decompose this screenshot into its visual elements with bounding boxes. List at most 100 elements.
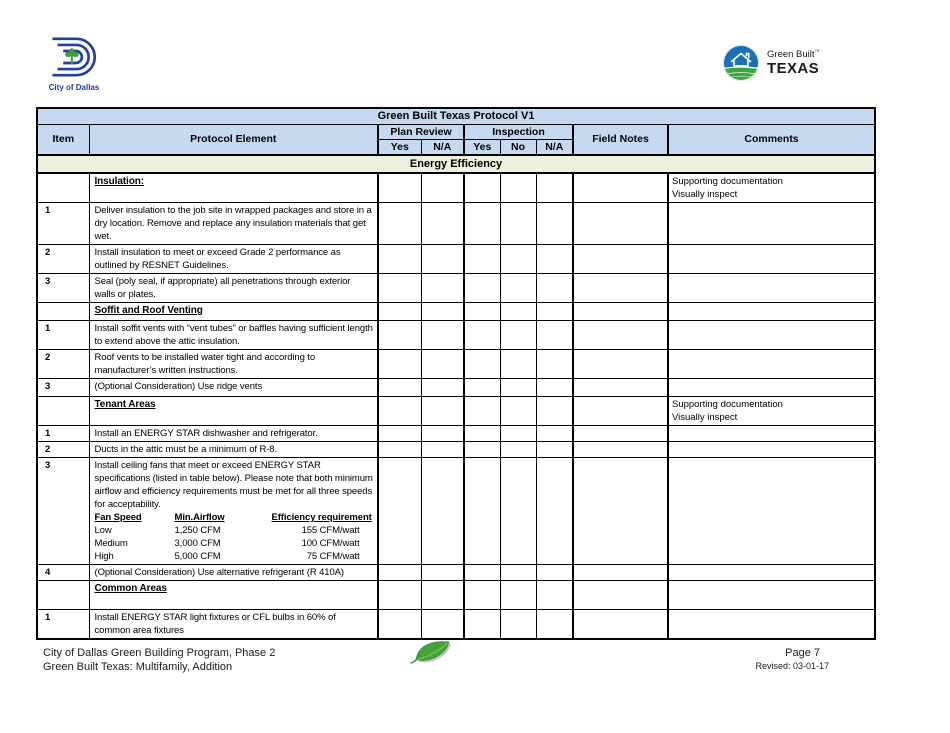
green-built-texas-globe-icon: [723, 45, 759, 81]
inspection-yes-cell: [463, 425, 501, 442]
table-row: 2 Install insulation to meet or exceed G…: [36, 244, 876, 274]
inspection-yes-cell: [463, 172, 501, 203]
inspection-yes-cell: [463, 302, 501, 321]
item-number-cell: 2: [36, 349, 90, 379]
footer-right-block: Page 7 Revised: 03-01-17: [755, 647, 829, 671]
city-of-dallas-logo: City of Dallas: [44, 36, 104, 92]
plan-review-na-cell: [420, 349, 465, 379]
item-number-cell: [36, 396, 90, 426]
comments-cell: [666, 302, 876, 321]
table-row: 1 Install ENERGY STAR light fixtures or …: [36, 609, 876, 640]
field-notes-cell: [572, 457, 669, 565]
inspection-no-cell: [499, 302, 537, 321]
item-number-cell: 4: [36, 564, 90, 581]
inspection-na-cell: [535, 396, 574, 426]
comments-cell: [666, 273, 876, 303]
col-header-plan-na: N/A: [420, 139, 465, 156]
inspection-no-cell: [499, 441, 537, 458]
table-row: 1 Deliver insulation to the job site in …: [36, 202, 876, 245]
section-title: Common Areas: [94, 583, 167, 594]
field-notes-cell: [572, 425, 669, 442]
page-number: Page 7: [785, 647, 820, 659]
inspection-na-cell: [535, 378, 574, 397]
inspection-na-cell: [535, 349, 574, 379]
col-header-plan-yes: Yes: [377, 139, 422, 156]
plan-review-na-cell: [420, 564, 465, 581]
inspection-na-cell: [535, 457, 574, 565]
protocol-table: Green Built Texas Protocol V1 Item Proto…: [36, 107, 877, 640]
comments-cell: [666, 349, 876, 379]
protocol-element-cell: Seal (poly seal, if appropriate) all pen…: [88, 273, 379, 303]
table-row: 1 Install soffit vents with “vent tubes”…: [36, 320, 876, 350]
inspection-no-cell: [499, 457, 537, 565]
item-number-cell: 2: [36, 441, 90, 458]
inspection-na-cell: [535, 302, 574, 321]
fan-spec-table: Fan Speed Min.Airflow Efficiency require…: [95, 511, 374, 563]
table-title-row: Green Built Texas Protocol V1: [36, 107, 876, 125]
section-band-label: Energy Efficiency: [36, 154, 876, 174]
green-built-texas-wordmark: Green Built™ TEXAS: [767, 48, 820, 78]
plan-review-yes-cell: [377, 564, 422, 581]
col-header-insp-na: N/A: [535, 139, 574, 156]
inspection-yes-cell: [463, 457, 501, 565]
protocol-element-cell: (Optional Consideration) Use ridge vents: [88, 378, 379, 397]
plan-review-na-cell: [420, 425, 465, 442]
item-number-cell: 3: [36, 378, 90, 397]
fan-spec-row: Low 1,250 CFM 155 CFM/watt: [94, 525, 360, 536]
trademark-symbol: ™: [814, 48, 820, 55]
comments-cell: [666, 609, 876, 640]
table-header-row-1: Item Protocol Element Plan Review Inspec…: [36, 124, 876, 156]
comments-cell: [666, 425, 876, 442]
plan-review-na-cell: [420, 378, 465, 397]
plan-review-na-cell: [420, 396, 465, 426]
comments-cell: [666, 320, 876, 350]
comments-cell: [666, 378, 876, 397]
field-notes-cell: [572, 172, 669, 203]
inspection-na-cell: [535, 244, 574, 274]
col-header-item: Item: [36, 124, 90, 156]
inspection-no-cell: [499, 273, 537, 303]
plan-review-yes-cell: [377, 580, 422, 610]
inspection-yes-cell: [463, 273, 501, 303]
plan-review-yes-cell: [377, 441, 422, 458]
plan-review-yes-cell: [377, 425, 422, 442]
plan-review-yes-cell: [377, 609, 422, 640]
item-number-cell: [36, 580, 90, 610]
table-row-section-soffit: Soffit and Roof Venting: [36, 302, 876, 321]
col-header-insp-yes: Yes: [463, 139, 501, 156]
plan-review-na-cell: [420, 609, 465, 640]
table-row-section-insulation: Insulation: Supporting documentation Vis…: [36, 172, 876, 203]
table-title: Green Built Texas Protocol V1: [36, 107, 876, 125]
city-of-dallas-d-icon: [52, 37, 97, 77]
inspection-na-cell: [535, 320, 574, 350]
inspection-yes-cell: [463, 396, 501, 426]
protocol-element-cell: (Optional Consideration) Use alternative…: [88, 564, 379, 581]
field-notes-cell: [572, 441, 669, 458]
inspection-yes-cell: [463, 202, 501, 245]
pecan-tree-icon: [65, 48, 79, 64]
fan-spec-row: High 5,000 CFM 75 CFM/watt: [94, 551, 360, 562]
protocol-element-cell: Install an ENERGY STAR dishwasher and re…: [88, 425, 379, 442]
gbt-line2-label: TEXAS: [767, 60, 820, 78]
inspection-no-cell: [499, 244, 537, 274]
inspection-no-cell: [499, 396, 537, 426]
field-notes-cell: [572, 320, 669, 350]
field-notes-cell: [572, 349, 669, 379]
protocol-element-cell: Ducts in the attic must be a minimum of …: [88, 441, 379, 458]
footer-left-block: City of Dallas Green Building Program, P…: [43, 646, 275, 674]
plan-review-na-cell: [420, 580, 465, 610]
comment-line: Visually inspect: [672, 412, 738, 423]
col-header-protocol-element: Protocol Element: [88, 124, 379, 156]
protocol-element-cell: Install insulation to meet or exceed Gra…: [88, 244, 379, 274]
inspection-yes-cell: [463, 349, 501, 379]
inspection-na-cell: [535, 172, 574, 203]
plan-review-yes-cell: [377, 202, 422, 245]
plan-review-na-cell: [420, 441, 465, 458]
field-notes-cell: [572, 564, 669, 581]
inspection-no-cell: [499, 609, 537, 640]
inspection-na-cell: [535, 425, 574, 442]
inspection-no-cell: [499, 425, 537, 442]
protocol-element-cell: Install ceiling fans that meet or exceed…: [88, 457, 379, 565]
comments-cell: Supporting documentation Visually inspec…: [666, 172, 876, 203]
